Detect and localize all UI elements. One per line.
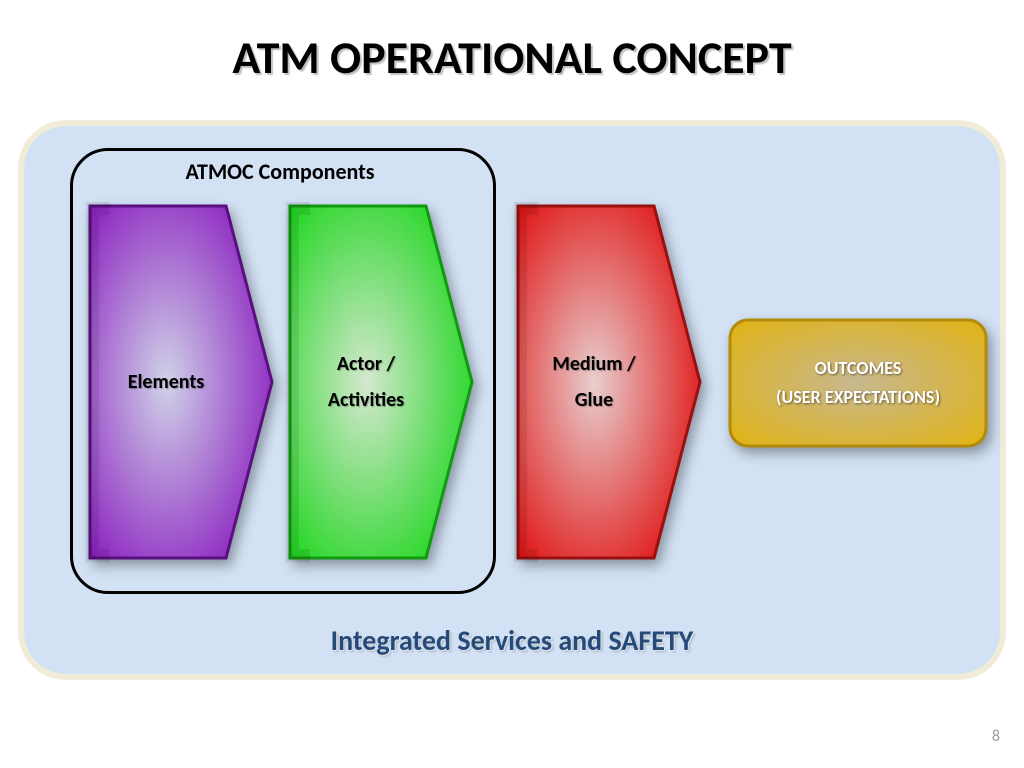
arrow-label-line: Actor /	[337, 346, 395, 382]
arrow-label-line: Medium /	[552, 346, 635, 382]
outcome-label-line: (USER EXPECTATIONS)	[776, 383, 940, 412]
slide: ATM OPERATIONAL CONCEPT ATMOC Components…	[0, 0, 1024, 768]
outcome-label: OUTCOMES (USER EXPECTATIONS)	[728, 318, 988, 448]
arrow-medium: Medium / Glue	[514, 202, 704, 562]
outcome-label-line: OUTCOMES	[815, 354, 902, 383]
arrow-label-line: Glue	[575, 382, 613, 418]
outcome-box: OUTCOMES (USER EXPECTATIONS)	[728, 318, 988, 448]
page-number: 8	[992, 727, 1000, 746]
components-group-label: ATMOC Components	[70, 158, 490, 185]
arrow-medium-label: Medium / Glue	[514, 202, 674, 562]
arrow-label-line: Activities	[328, 382, 404, 418]
arrow-actor-label: Actor / Activities	[286, 202, 446, 562]
arrow-elements: Elements	[86, 202, 276, 562]
footer-label: Integrated Services and SAFETY	[0, 623, 1024, 658]
arrow-elements-label: Elements	[86, 202, 246, 562]
arrow-actor: Actor / Activities	[286, 202, 476, 562]
arrow-label-line: Elements	[128, 364, 205, 400]
page-title: ATM OPERATIONAL CONCEPT	[0, 30, 1024, 86]
